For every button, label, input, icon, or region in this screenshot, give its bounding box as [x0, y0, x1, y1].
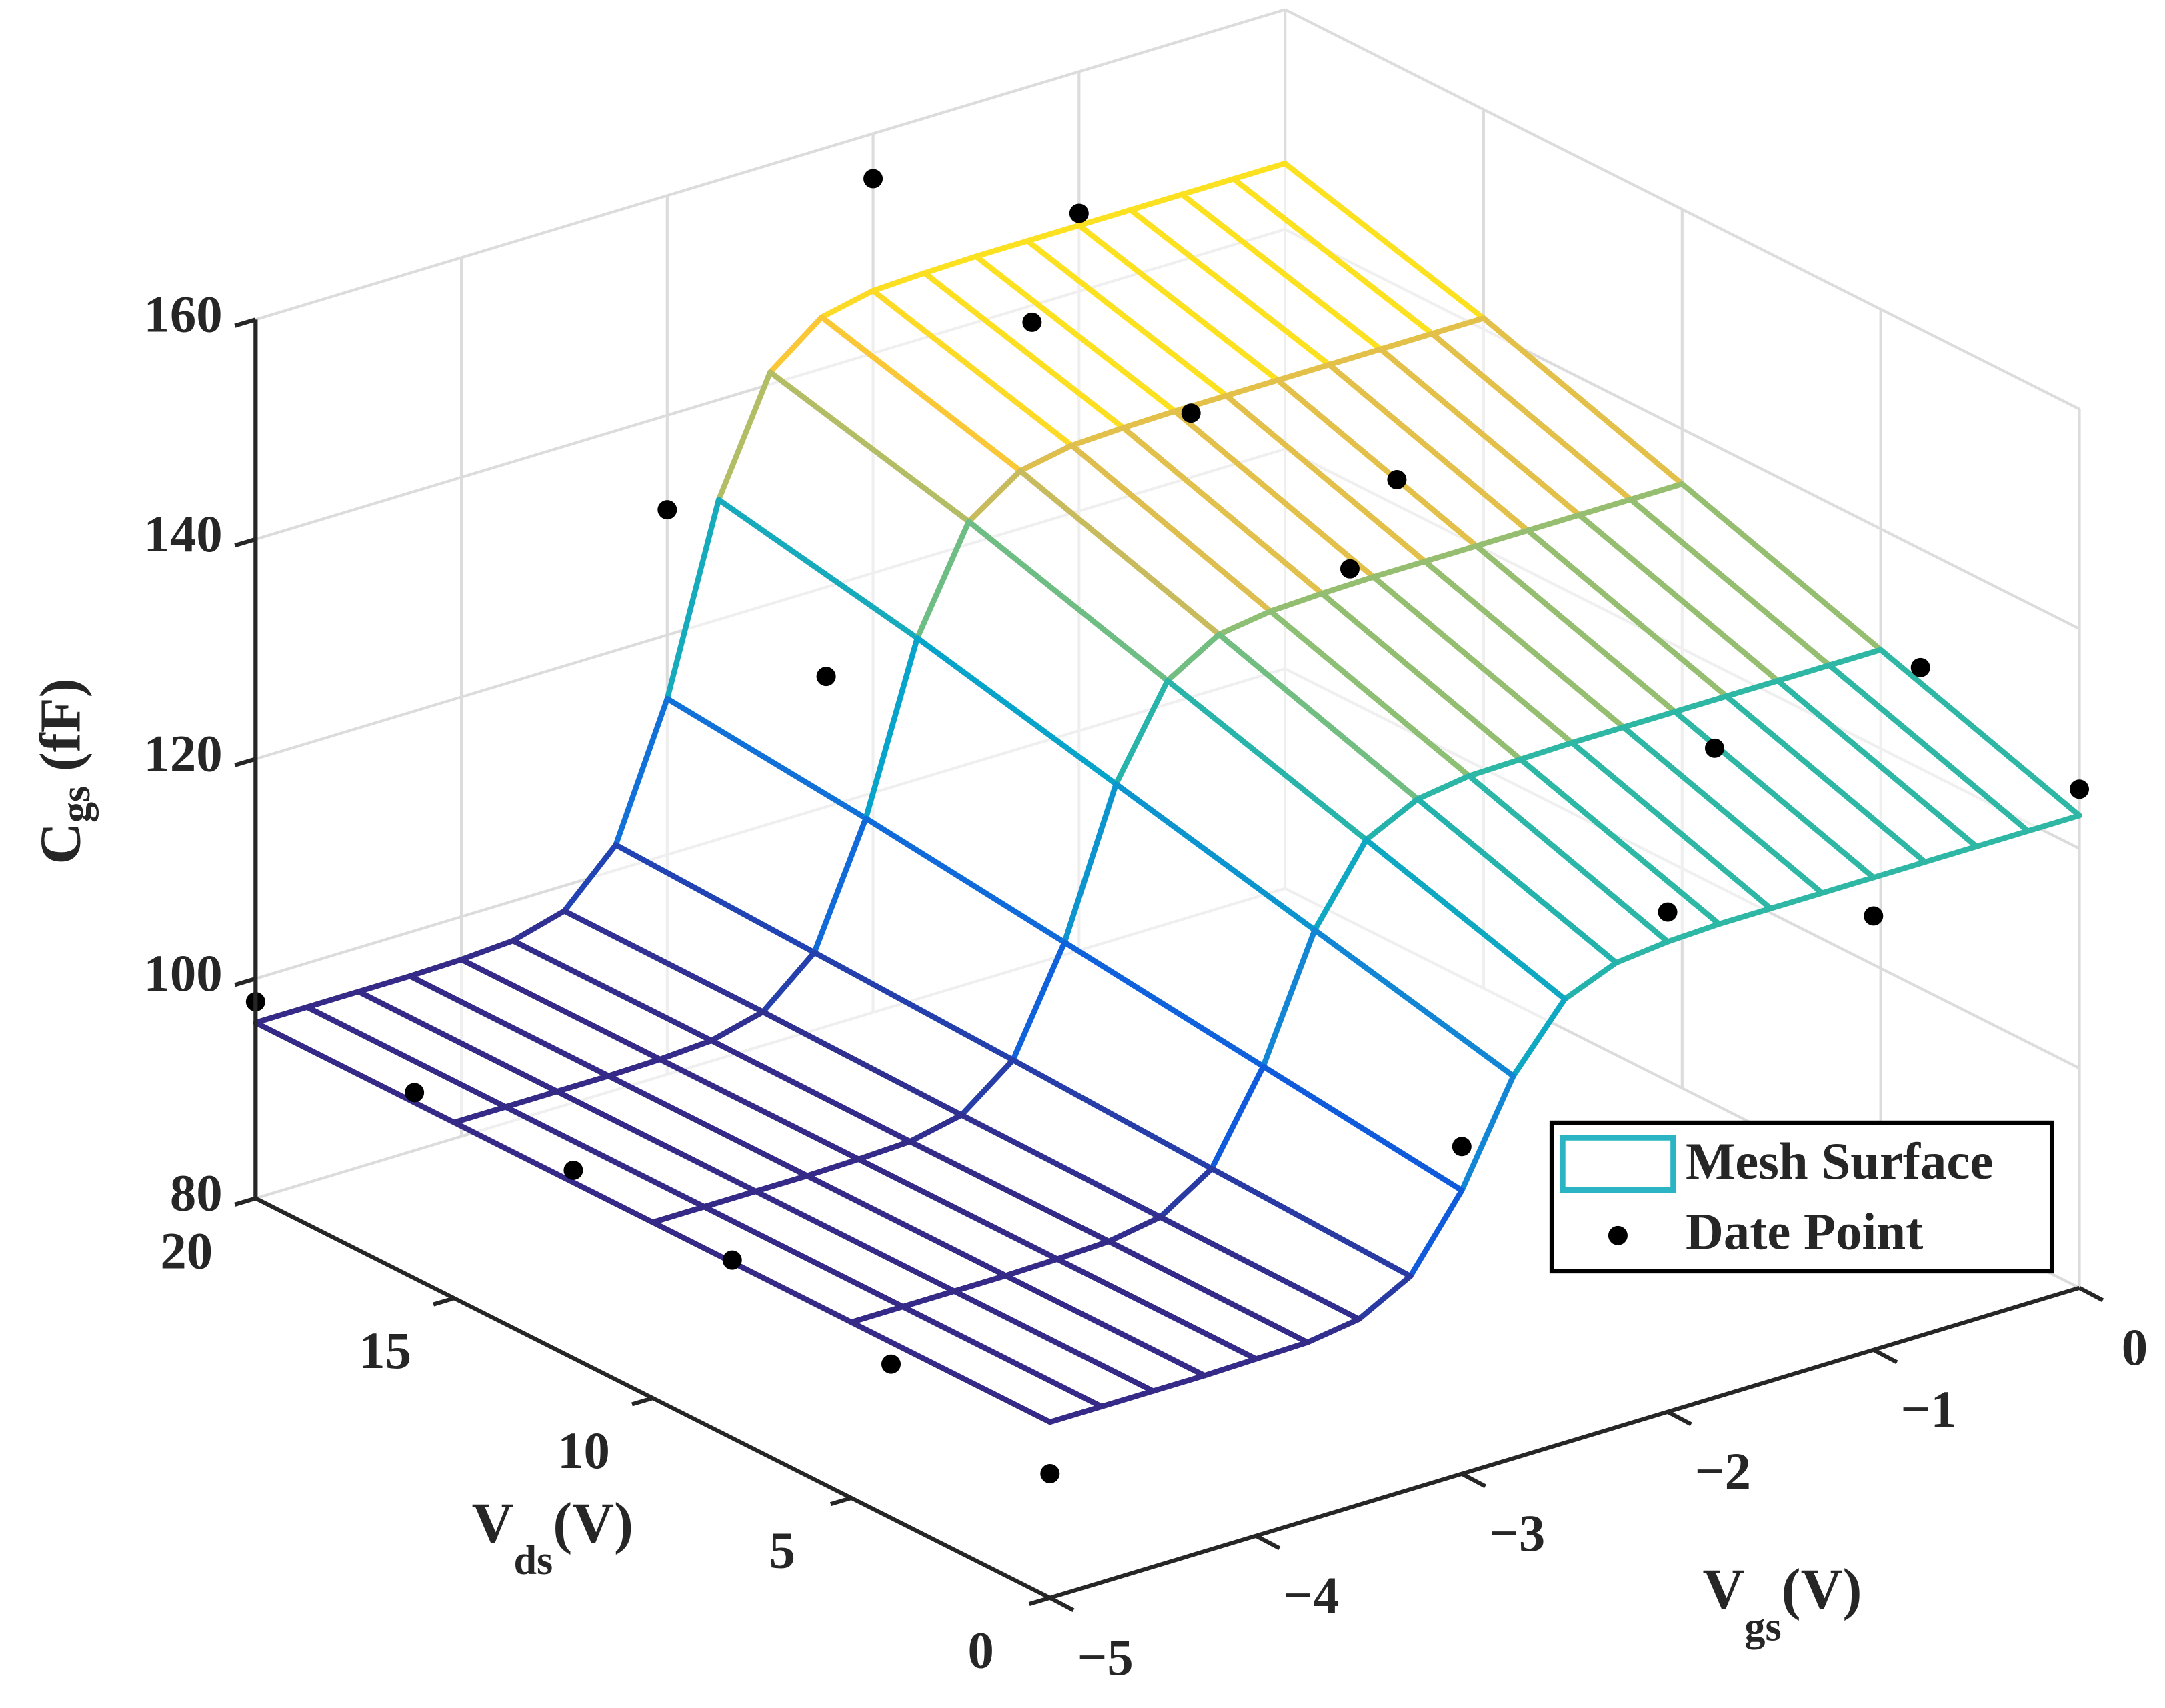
x-tick-label: −4: [1283, 1567, 1339, 1625]
legend: Mesh Surface Date Point: [1549, 1120, 2054, 1274]
data-point: [563, 1160, 583, 1180]
data-point: [1340, 559, 1360, 579]
y-tick-label: 5: [769, 1522, 795, 1580]
data-point: [1387, 470, 1407, 489]
data-point: [1181, 403, 1201, 423]
data-point: [1452, 1137, 1472, 1157]
data-point: [405, 1083, 425, 1103]
axes: 80 100 120 140 160 −5 −4 −3 −2 −1 0 0 5 10 15 20: [144, 285, 2148, 1686]
y-tick: [631, 1396, 653, 1407]
data-point: [1040, 1464, 1060, 1483]
x-tick: [1049, 1595, 1075, 1613]
x-tick: [1460, 1472, 1486, 1489]
z-label-rest: (fF): [28, 678, 92, 785]
y-tick-label: 10: [557, 1422, 610, 1480]
data-points: [245, 169, 2090, 1483]
z-tick-label: 120: [144, 725, 223, 783]
y-label-sub: ds: [513, 1538, 553, 1583]
x-tick: [1666, 1410, 1692, 1427]
x-tick: [2078, 1286, 2104, 1303]
x-label-sub: gs: [1744, 1605, 1781, 1650]
z-tick: [234, 757, 257, 767]
x-tick-label: −2: [1695, 1443, 1751, 1501]
z-tick: [234, 317, 257, 328]
z-tick-label: 140: [144, 505, 223, 563]
z-axis-label: Cgs (fF): [28, 678, 99, 864]
x-label-main: V: [1703, 1557, 1745, 1621]
data-point: [1022, 312, 1042, 332]
x-tick-label: −3: [1489, 1505, 1545, 1563]
z-tick-label: 160: [144, 285, 223, 343]
y-axis-label: Vds(V): [472, 1491, 633, 1583]
y-axis-line: [254, 1196, 1051, 1600]
y-tick: [1028, 1595, 1051, 1606]
x-axis-label: Vgs(V): [1703, 1557, 1862, 1650]
data-point: [722, 1250, 742, 1270]
z-label-main: C: [28, 823, 92, 865]
surface: [253, 161, 2082, 1425]
x-tick-label: 0: [2122, 1319, 2148, 1377]
y-tick-label: 15: [359, 1322, 411, 1380]
data-point: [816, 667, 836, 687]
data-point: [1658, 902, 1678, 922]
data-point: [1704, 738, 1724, 758]
data-point: [1910, 657, 1930, 677]
z-label-sub: gs: [53, 786, 99, 823]
y-tick: [829, 1495, 852, 1507]
mesh-cell: [848, 1303, 1105, 1425]
data-point: [1069, 203, 1089, 223]
y-tick: [433, 1296, 455, 1307]
z-tick-label: 80: [170, 1165, 223, 1223]
z-tick: [234, 537, 257, 548]
grid-line: [255, 8, 1286, 321]
z-tick: [234, 977, 257, 987]
y-tick: [234, 1196, 257, 1207]
data-point: [657, 500, 677, 520]
grid-line: [1284, 8, 2080, 411]
x-label-rest: (V): [1782, 1557, 1862, 1621]
legend-swatch: [1560, 1135, 1676, 1193]
data-point: [1864, 906, 1884, 926]
z-tick-label: 100: [144, 945, 223, 1003]
legend-label: Mesh Surface: [1686, 1133, 1993, 1191]
data-point: [881, 1354, 901, 1374]
y-label-main: V: [472, 1491, 514, 1555]
x-axis-line: [1049, 1285, 2080, 1600]
x-tick-label: −1: [1901, 1381, 1957, 1439]
y-tick-label: 0: [968, 1622, 994, 1680]
data-point: [2070, 779, 2090, 799]
x-tick: [1872, 1348, 1898, 1365]
x-tick: [1255, 1533, 1281, 1551]
data-point: [863, 169, 883, 189]
legend-label: Date Point: [1686, 1203, 1923, 1261]
y-tick-label: 20: [160, 1222, 213, 1280]
legend-marker: [1608, 1225, 1628, 1245]
y-label-rest: (V): [553, 1491, 633, 1555]
x-tick-label: −5: [1077, 1629, 1134, 1687]
